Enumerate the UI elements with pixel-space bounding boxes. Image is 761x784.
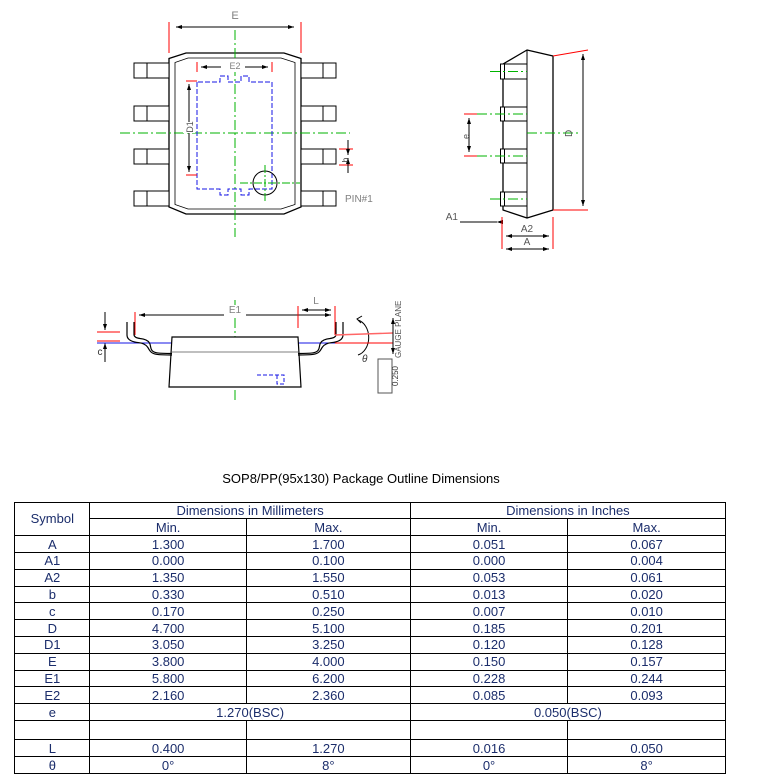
- svg-text:θ: θ: [362, 354, 368, 365]
- svg-text:E: E: [231, 10, 238, 22]
- svg-text:c: c: [98, 347, 103, 358]
- svg-text:b: b: [341, 157, 350, 162]
- svg-text:PIN#1: PIN#1: [345, 194, 373, 205]
- svg-text:A1: A1: [446, 212, 459, 223]
- svg-text:0.250: 0.250: [391, 365, 400, 386]
- svg-text:A: A: [524, 237, 531, 248]
- svg-text:E2: E2: [229, 61, 240, 71]
- svg-text:SOP8/PP(95x130) Package Outlin: SOP8/PP(95x130) Package Outline Dimensio…: [222, 471, 500, 486]
- svg-text:L: L: [313, 296, 319, 307]
- svg-text:GAUGE PLANE: GAUGE PLANE: [394, 301, 403, 358]
- svg-text:D1: D1: [185, 121, 195, 133]
- svg-text:E1: E1: [229, 305, 242, 316]
- svg-text:A2: A2: [521, 224, 534, 235]
- svg-text:e: e: [461, 134, 471, 139]
- svg-text:D: D: [564, 130, 575, 137]
